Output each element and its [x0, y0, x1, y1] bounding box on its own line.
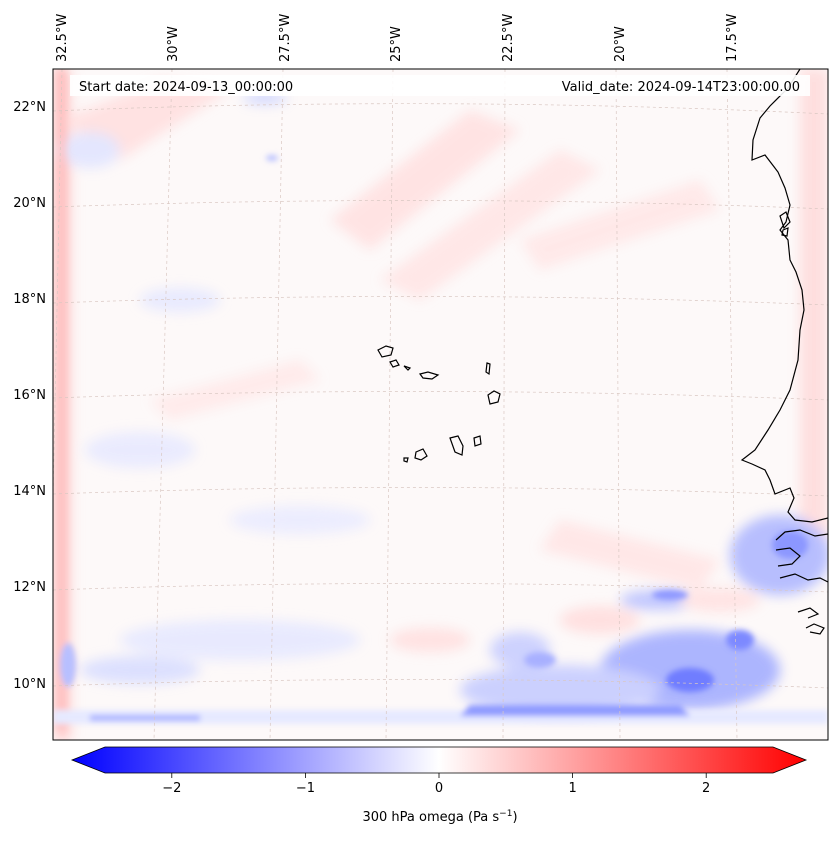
colorbar-tick-labels: −2 −1 0 1 2: [162, 781, 710, 796]
valid-date-label: Valid_date: 2024-09-14T23:00:00.00: [562, 80, 800, 95]
lon-label: 17.5°W: [725, 14, 740, 62]
cape-verde-islands: [377, 345, 501, 463]
map-panel: [53, 69, 828, 740]
omega-field: [53, 69, 828, 740]
african-coastline: [740, 69, 828, 635]
colorbar-tick-label: −1: [296, 781, 315, 796]
lat-label: 20°N: [13, 196, 46, 211]
colorbar-label: 300 hPa omega (Pa s−1): [362, 809, 517, 825]
lon-label: 25°W: [389, 26, 404, 62]
lat-label: 10°N: [13, 677, 46, 692]
lat-label: 16°N: [13, 388, 46, 403]
lon-label: 27.5°W: [278, 14, 293, 62]
colorbar: −2 −1 0 1 2 300 hPa omega (Pa s−1): [70, 746, 808, 825]
colorbar-tick-label: 0: [435, 781, 443, 796]
lat-label: 22°N: [13, 100, 46, 115]
colorbar-ticks: [171, 773, 707, 778]
colorbar-tick-label: −2: [162, 781, 181, 796]
colorbar-tick-label: 2: [702, 781, 710, 796]
colorbar-label-exponent: −1: [499, 809, 512, 819]
lon-label: 22.5°W: [501, 14, 516, 62]
lon-label: 30°W: [166, 26, 181, 62]
latitude-labels: 22°N 20°N 18°N 16°N 14°N 12°N 10°N: [13, 100, 46, 692]
lat-label: 12°N: [13, 580, 46, 595]
graticule: [53, 69, 828, 740]
colorbar-tick-label: 1: [568, 781, 576, 796]
map-frame: [52, 68, 829, 741]
lat-label: 14°N: [13, 484, 46, 499]
header-box: [70, 75, 810, 96]
start-date-label: Start date: 2024-09-13_00:00:00: [79, 80, 293, 95]
colorbar-label-main: 300 hPa omega (Pa s: [362, 810, 499, 825]
colorbar-body: [70, 746, 808, 774]
lon-label: 32.5°W: [55, 14, 70, 62]
longitude-labels: 32.5°W 30°W 27.5°W 25°W 22.5°W 20°W 17.5…: [55, 14, 740, 62]
lon-label: 20°W: [613, 26, 628, 62]
lat-label: 18°N: [13, 292, 46, 307]
colorbar-label-end: ): [512, 810, 517, 825]
